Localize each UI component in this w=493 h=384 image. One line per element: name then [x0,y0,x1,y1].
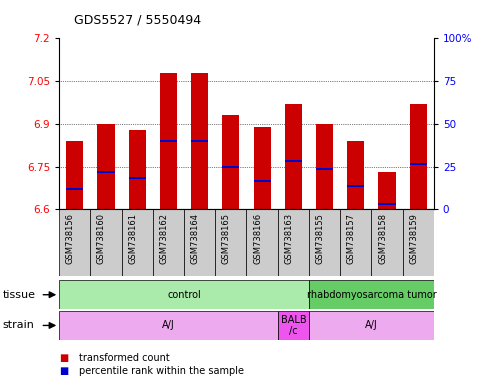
Bar [59,280,309,309]
Bar [160,73,177,209]
Bar [340,209,371,276]
Bar [59,209,90,276]
Bar [222,115,240,209]
Text: ■: ■ [59,366,69,376]
Text: control: control [167,290,201,300]
Bar [285,104,302,209]
Bar [90,209,122,276]
Bar [66,188,83,190]
Bar [246,209,278,276]
Bar [371,209,403,276]
Bar [410,163,427,165]
Bar [309,209,340,276]
Text: percentile rank within the sample: percentile rank within the sample [79,366,244,376]
Bar [347,141,364,209]
Text: GSM738164: GSM738164 [191,213,200,264]
Text: A/J: A/J [365,320,378,331]
Bar [403,209,434,276]
Bar [184,209,215,276]
Bar [59,311,278,340]
Bar [122,209,153,276]
Text: rhabdomyosarcoma tumor: rhabdomyosarcoma tumor [307,290,436,300]
Bar [129,177,146,179]
Bar [278,311,309,340]
Text: GSM738165: GSM738165 [222,213,231,264]
Bar [309,311,434,340]
Bar [66,141,83,209]
Bar [160,140,177,142]
Text: GSM738156: GSM738156 [66,213,75,264]
Text: GSM738163: GSM738163 [284,213,293,264]
Bar [316,124,333,209]
Text: ■: ■ [59,353,69,363]
Text: GSM738160: GSM738160 [97,213,106,264]
Bar [285,160,302,162]
Text: GSM738159: GSM738159 [409,213,418,263]
Bar [309,280,434,309]
Text: strain: strain [2,320,35,331]
Bar [153,209,184,276]
Text: GSM738162: GSM738162 [159,213,169,264]
Bar [379,172,395,209]
Text: transformed count: transformed count [79,353,170,363]
Bar [222,166,240,167]
Bar [253,127,271,209]
Bar [129,129,146,209]
Text: GSM738161: GSM738161 [128,213,137,264]
Bar [278,209,309,276]
Bar [410,104,427,209]
Text: GSM738155: GSM738155 [316,213,324,263]
Text: GSM738166: GSM738166 [253,213,262,264]
Bar [98,171,114,173]
Text: BALB
/c: BALB /c [281,314,306,336]
Bar [347,185,364,187]
Text: tissue: tissue [2,290,35,300]
Bar [191,140,208,142]
Text: GDS5527 / 5550494: GDS5527 / 5550494 [74,14,201,27]
Bar [215,209,246,276]
Bar [253,180,271,182]
Bar [316,169,333,170]
Text: GSM738157: GSM738157 [347,213,356,264]
Bar [98,124,114,209]
Bar [379,203,395,205]
Text: GSM738158: GSM738158 [378,213,387,264]
Bar [191,73,208,209]
Text: A/J: A/J [162,320,175,331]
